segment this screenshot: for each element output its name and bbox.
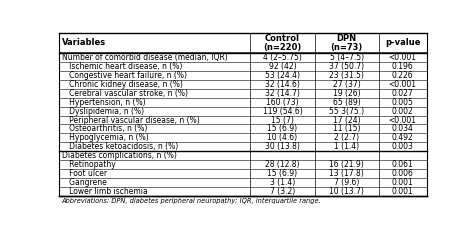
- Text: p-value: p-value: [385, 38, 420, 48]
- Text: Diabetes complications, n (%): Diabetes complications, n (%): [62, 151, 177, 160]
- Text: 92 (42): 92 (42): [269, 62, 296, 71]
- Text: 55 3(75.): 55 3(75.): [329, 107, 364, 116]
- Text: 27 (37): 27 (37): [333, 80, 361, 89]
- Text: 15 (7): 15 (7): [271, 116, 294, 124]
- Text: 2 (2.7): 2 (2.7): [334, 133, 359, 142]
- Text: Chronic kidney disease, n (%): Chronic kidney disease, n (%): [62, 80, 183, 89]
- Text: <0.001: <0.001: [389, 116, 417, 124]
- Text: 16 (21.9): 16 (21.9): [329, 160, 364, 169]
- Text: 0.006: 0.006: [392, 169, 414, 178]
- Text: Ischemic heart disease, n (%): Ischemic heart disease, n (%): [62, 62, 182, 71]
- Text: <0.001: <0.001: [389, 80, 417, 89]
- Text: 0.061: 0.061: [392, 160, 414, 169]
- Text: 19 (26): 19 (26): [333, 89, 361, 98]
- Text: 37 (50.7): 37 (50.7): [329, 62, 364, 71]
- Text: 15 (6.9): 15 (6.9): [267, 169, 298, 178]
- Text: 0.034: 0.034: [392, 124, 414, 133]
- Text: 15 (6.9): 15 (6.9): [267, 124, 298, 133]
- Text: 17 (24): 17 (24): [333, 116, 361, 124]
- Text: (n=220): (n=220): [263, 43, 301, 52]
- Text: 53 (24.4): 53 (24.4): [265, 71, 300, 80]
- Text: 0.196: 0.196: [392, 62, 414, 71]
- Text: Foot ulcer: Foot ulcer: [62, 169, 107, 178]
- Text: Peripheral vascular disease, n (%): Peripheral vascular disease, n (%): [62, 116, 200, 124]
- Text: 0.001: 0.001: [392, 187, 414, 196]
- Text: 0.005: 0.005: [392, 98, 414, 107]
- Text: Osteoarthritis, n (%): Osteoarthritis, n (%): [62, 124, 147, 133]
- Text: 7 (9.6): 7 (9.6): [334, 178, 359, 187]
- Text: Number of comorbid disease (median, IQR): Number of comorbid disease (median, IQR): [62, 53, 228, 62]
- Text: 4 (2–5.75): 4 (2–5.75): [263, 53, 302, 62]
- Text: Control: Control: [265, 34, 300, 43]
- Text: Variables: Variables: [62, 38, 106, 48]
- Text: <0.001: <0.001: [389, 53, 417, 62]
- Text: 1 (1.4): 1 (1.4): [334, 142, 359, 151]
- Text: Hypoglycemia, n (%): Hypoglycemia, n (%): [62, 133, 149, 142]
- Text: 0.001: 0.001: [392, 178, 414, 187]
- Text: DPN: DPN: [337, 34, 357, 43]
- Text: 32 (14.6): 32 (14.6): [265, 80, 300, 89]
- Text: 0.226: 0.226: [392, 71, 413, 80]
- Text: Cerebral vascular stroke, n (%): Cerebral vascular stroke, n (%): [62, 89, 188, 98]
- Text: 0.492: 0.492: [392, 133, 414, 142]
- Text: 0.027: 0.027: [392, 89, 414, 98]
- Text: 0.003: 0.003: [392, 142, 414, 151]
- Text: Abbreviations: DPN, diabetes peripheral neuropathy; IQR, interquartile range.: Abbreviations: DPN, diabetes peripheral …: [61, 197, 321, 204]
- Text: 23 (31.5): 23 (31.5): [329, 71, 364, 80]
- Text: 5 (4–7.5): 5 (4–7.5): [329, 53, 364, 62]
- Text: Diabetes ketoacidosis, n (%): Diabetes ketoacidosis, n (%): [62, 142, 178, 151]
- Text: Retinopathy: Retinopathy: [62, 160, 116, 169]
- Text: Lower limb ischemia: Lower limb ischemia: [62, 187, 148, 196]
- Text: 30 (13.8): 30 (13.8): [265, 142, 300, 151]
- Text: 10 (4.6): 10 (4.6): [267, 133, 298, 142]
- Text: 11 (15): 11 (15): [333, 124, 360, 133]
- Text: 65 (89): 65 (89): [333, 98, 361, 107]
- Text: 32 (14.7): 32 (14.7): [265, 89, 300, 98]
- Text: 13 (17.8): 13 (17.8): [329, 169, 364, 178]
- Text: Hypertension, n (%): Hypertension, n (%): [62, 98, 146, 107]
- Text: Dyslipidemia, n (%): Dyslipidemia, n (%): [62, 107, 144, 116]
- Text: 160 (73): 160 (73): [266, 98, 299, 107]
- Text: 7 (3.2): 7 (3.2): [270, 187, 295, 196]
- Text: Gangrene: Gangrene: [62, 178, 107, 187]
- Text: 0.002: 0.002: [392, 107, 414, 116]
- Text: 10 (13.7): 10 (13.7): [329, 187, 364, 196]
- Text: Congestive heart failure, n (%): Congestive heart failure, n (%): [62, 71, 187, 80]
- Text: 28 (12.8): 28 (12.8): [265, 160, 300, 169]
- Text: (n=73): (n=73): [330, 43, 363, 52]
- Text: 3 (1.4): 3 (1.4): [270, 178, 295, 187]
- Text: 119 (54.6): 119 (54.6): [263, 107, 302, 116]
